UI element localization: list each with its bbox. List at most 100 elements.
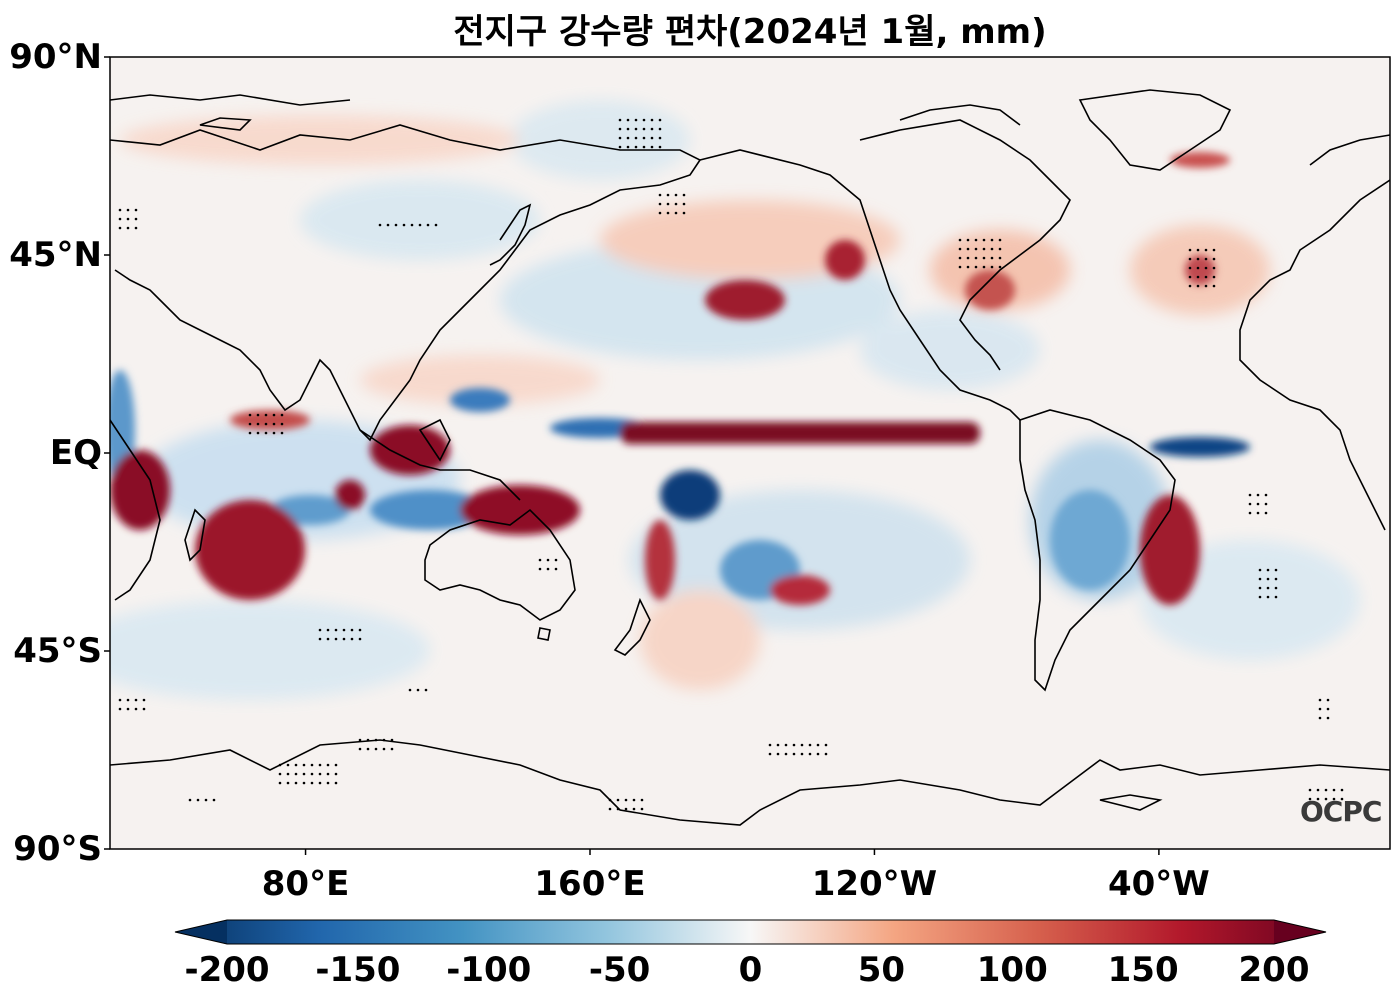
stipple-dot [1196,266,1200,270]
stipple-dot [1274,568,1278,572]
stipple-dot [1248,511,1252,515]
stipple-dot [768,743,772,747]
stipple-dot [808,743,812,747]
stipple-dot [350,628,354,632]
stipple-dot [626,145,630,149]
stipple-dot [642,127,646,131]
stipple-dot [294,763,298,767]
stipple-dot [134,707,138,711]
stipple-dot [318,772,322,776]
lat-label: 90°N [9,37,102,77]
stipple-dot [650,136,654,140]
stipple-dot [318,628,322,632]
stipple-dot [626,127,630,131]
stipple-dot [366,738,370,742]
stipple-dot [256,431,260,435]
stipple-dot [310,781,314,785]
stipple-dot [248,413,252,417]
stipple-dot [546,558,550,562]
stipple-dot [126,707,130,711]
stipple-dot [334,763,338,767]
stipple-dot [1212,266,1216,270]
stipple-dot [334,772,338,776]
stipple-dot [982,256,986,260]
stipple-dot [350,637,354,641]
stipple-dot [1318,716,1322,720]
stipple-dot [418,223,422,227]
stipple-dot [358,738,362,742]
stipple-dot [1318,707,1322,711]
stipple-dot [196,798,200,802]
stipple-dot [1212,248,1216,252]
stipple-dot [974,265,978,269]
colorbar-tick-label: 0 [738,950,763,990]
stipple-dot [280,413,284,417]
stipple-dot [374,747,378,751]
stipple-dot [278,763,282,767]
stipple-dot [1318,698,1322,702]
stipple-dot [382,738,386,742]
stipple-dot [666,202,670,206]
stipple-dot [256,413,260,417]
stipple-dot [1266,595,1270,599]
stipple-dot [1340,797,1344,801]
lon-label: 80°E [261,864,350,904]
stipple-dot [294,781,298,785]
stipple-dot [608,798,612,802]
stipple-dot [326,772,330,776]
stipple-dot [1212,275,1216,279]
stipple-dot [1204,257,1208,261]
stipple-dot [666,211,670,215]
stipple-dot [958,238,962,242]
stipple-dot [374,738,378,742]
stipple-dot [640,798,644,802]
stipple-dot [658,145,662,149]
stipple-dot [366,747,370,751]
stipple-dot [188,798,192,802]
stipple-dot [212,798,216,802]
stipple-dot [1324,788,1328,792]
stipple-dot [650,145,654,149]
coastlines [110,89,1390,826]
stipple-dot [800,743,804,747]
stipple-dot [264,413,268,417]
stipple-dot [1308,788,1312,792]
stipple-dot [278,781,282,785]
stipple-dot [1188,248,1192,252]
stipple-dot [326,763,330,767]
stipple-dot [204,798,208,802]
stipple-dot [642,136,646,140]
stipple-dot [1326,707,1330,711]
lat-label: 45°N [9,235,102,275]
stipple-dot [1274,595,1278,599]
stipple-dot [134,208,138,212]
colorbar [174,919,1327,945]
stipple-dot [624,807,628,811]
stipple-dot [998,265,1002,269]
stipple-dot [1196,284,1200,288]
stipple-dot [302,781,306,785]
stipple-dot [784,752,788,756]
stipple-dot [974,238,978,242]
stipple-dot [626,118,630,122]
lat-label: EQ [49,433,102,473]
stipple-dot [958,256,962,260]
lon-label: 120°W [811,864,938,904]
stipple-dot [118,217,122,221]
stipple-dot [618,145,622,149]
stipple-dot [808,752,812,756]
stipple-dot [634,127,638,131]
stipple-dot [1324,797,1328,801]
stipple-dot [634,145,638,149]
stipple-dot [616,798,620,802]
stipple-dot [658,118,662,122]
stipple-dot [618,127,622,131]
stipple-dot [1258,595,1262,599]
stipple-dot [554,567,558,571]
stipple-dot [1326,698,1330,702]
stipple-dot [682,202,686,206]
stipple-dot [264,431,268,435]
stipple-dot [982,265,986,269]
stipple-dot [640,807,644,811]
stipple-dot [966,238,970,242]
